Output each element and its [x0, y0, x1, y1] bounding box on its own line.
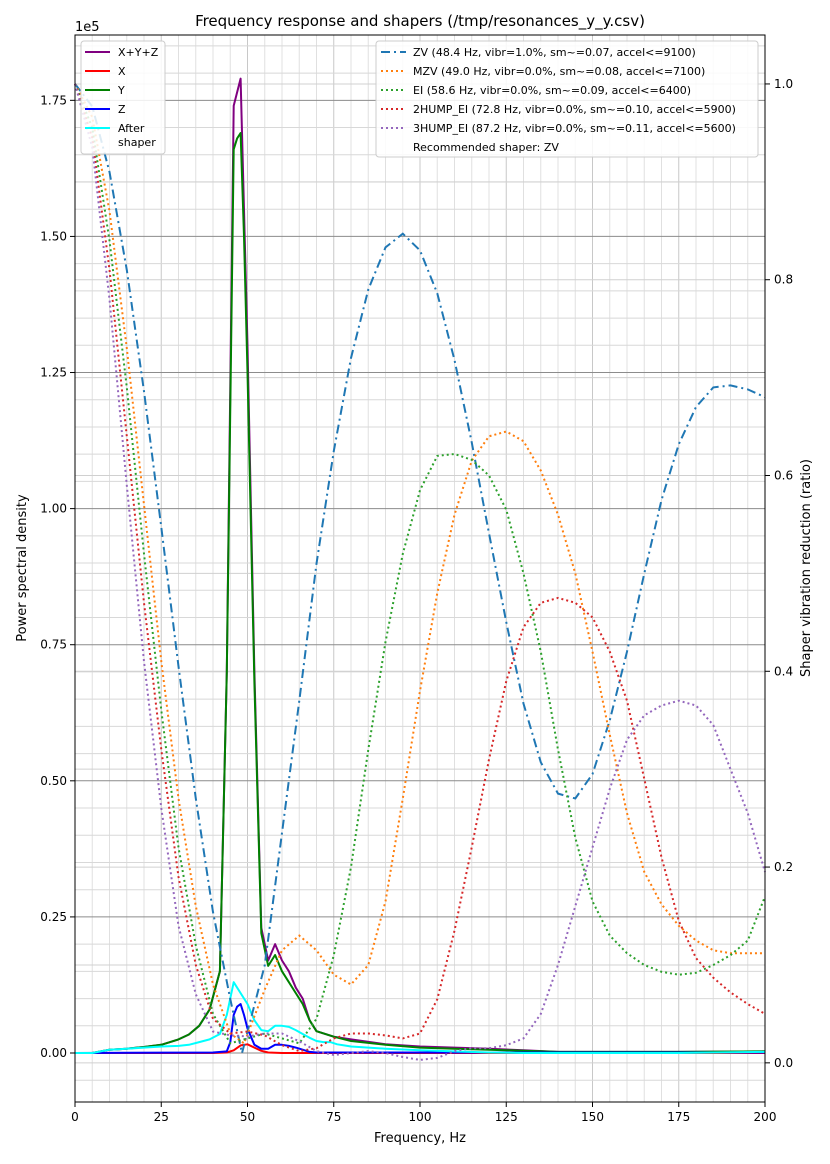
axis-layer: 0 25 50 75 100 125 150 175 200 0.00 0.25 0.50 0.75 1.…	[40, 77, 793, 1124]
x-axis-label: Frequency, Hz	[374, 1131, 466, 1146]
x-tick-label: 125	[495, 1110, 518, 1124]
x-tick-label: 100	[409, 1110, 432, 1124]
legend-label-after-shaper: shaper	[118, 136, 156, 149]
legend-label-mzv: MZV (49.0 Hz, vibr=0.0%, sm~=0.08, accel…	[413, 65, 705, 78]
y-left-tick-label: 1.50	[40, 229, 67, 243]
x-tick-label: 150	[581, 1110, 604, 1124]
y-left-tick-label: 1.75	[40, 93, 67, 107]
shaper-curve-zv	[74, 83, 766, 1054]
left-scale-label: 1e5	[75, 20, 100, 35]
y-right-tick-label: 0.2	[774, 860, 793, 874]
y-right-tick-label: 1.0	[774, 77, 793, 91]
x-tick-label: 25	[154, 1110, 169, 1124]
legend-label-2hump-ei: 2HUMP_EI (72.8 Hz, vibr=0.0%, sm~=0.10, …	[413, 103, 736, 116]
x-tick-label: 200	[754, 1110, 777, 1124]
grid-layer	[74, 35, 766, 1102]
psd-layer	[74, 77, 766, 1054]
legend-label-zv: ZV (48.4 Hz, vibr=1.0%, sm~=0.07, accel<…	[413, 46, 696, 59]
left-y-axis-label: Power spectral density	[15, 494, 30, 642]
y-right-tick-label: 0.6	[774, 469, 793, 483]
right-y-axis-label: Shaper vibration reduction (ratio)	[799, 459, 814, 677]
y-left-tick-label: 0.75	[40, 638, 67, 652]
legend-label-y: Y	[117, 84, 125, 97]
psd-line-y	[75, 132, 766, 1054]
x-tick-label: 0	[71, 1110, 79, 1124]
psd-line-x	[75, 1043, 765, 1054]
psd-line-after-shaper	[75, 981, 766, 1054]
legend-label-x: X	[118, 65, 126, 78]
x-tick-label: 75	[326, 1110, 341, 1124]
y-left-tick-label: 1.25	[40, 366, 67, 380]
legend-label-ei: EI (58.6 Hz, vibr=0.0%, sm~=0.09, accel<…	[413, 84, 691, 97]
legend-label-x-y-z: X+Y+Z	[118, 46, 159, 59]
y-right-tick-label: 0.4	[774, 664, 793, 678]
legend-label-after-shaper: After	[118, 122, 145, 135]
y-left-tick-label: 0.00	[40, 1046, 67, 1060]
x-tick-label: 50	[240, 1110, 255, 1124]
legend-left-box	[80, 40, 166, 155]
y-right-tick-label: 0.0	[774, 1056, 793, 1070]
legend-label-3hump-ei: 3HUMP_EI (87.2 Hz, vibr=0.0%, sm~=0.11, …	[413, 122, 736, 135]
psd-line-z	[74, 1003, 765, 1054]
chart-title: Frequency response and shapers (/tmp/res…	[195, 12, 645, 31]
legend-right: ZV (48.4 Hz, vibr=1.0%, sm~=0.07, accel<…	[375, 40, 759, 158]
shaper-curve-3hump-ei	[74, 83, 766, 1061]
x-tick-label: 175	[667, 1110, 690, 1124]
y-right-tick-label: 0.8	[774, 273, 793, 287]
shaper-curve-2hump-ei	[74, 83, 766, 1053]
y-left-tick-label: 0.50	[40, 774, 67, 788]
y-left-tick-label: 0.25	[40, 910, 67, 924]
legend-recommended-shaper: Recommended shaper: ZV	[413, 141, 559, 154]
legend-right-box	[375, 40, 759, 158]
legend-label-z: Z	[118, 103, 126, 116]
shaper-layer	[74, 83, 766, 1061]
y-left-tick-label: 1.00	[40, 502, 67, 516]
